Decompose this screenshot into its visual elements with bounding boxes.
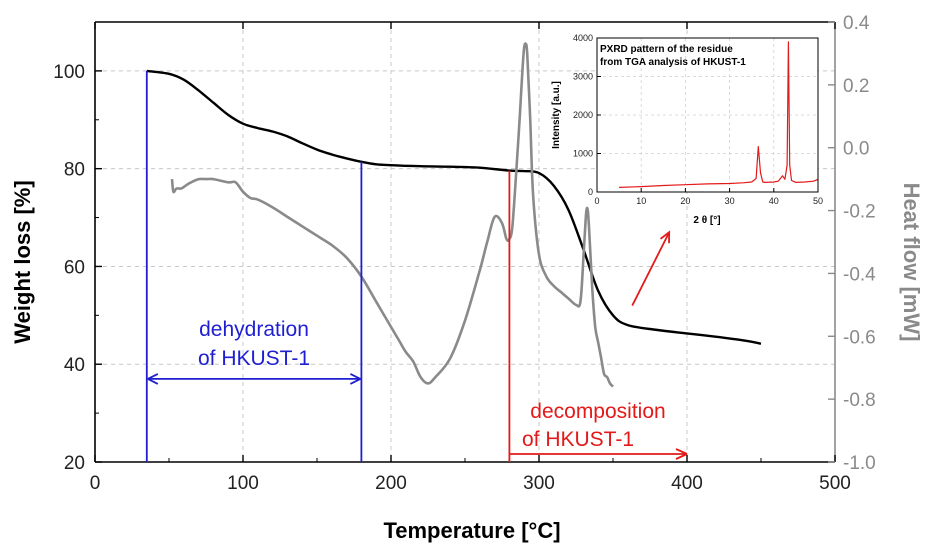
- decomposition-arrowhead: [675, 448, 688, 460]
- y-axis-right-title: Heat flow [mW]: [899, 183, 924, 342]
- x-tick-label: 200: [375, 473, 407, 494]
- x-tick-label: 300: [523, 473, 555, 494]
- inset-x-tick-label: 50: [813, 196, 823, 206]
- dehydration-label-line1: dehydration: [199, 318, 309, 341]
- y-right-tick-label: -0.2: [843, 202, 876, 223]
- y-right-tick-label: 0.4: [843, 13, 870, 34]
- y-right-tick-label: -0.6: [843, 327, 876, 348]
- weight-loss-line: [146, 69, 762, 345]
- dehydration-arrowhead-right: [349, 373, 361, 385]
- x-tick-label: 500: [819, 473, 851, 494]
- inset-x-axis-title: 2 θ [°]: [693, 215, 720, 226]
- dehydration-arrowhead-left: [147, 373, 159, 385]
- inset-axis-ticks: 0 10 20 30 40 50 0 1000 2000 3000 4000: [573, 33, 823, 206]
- decomposition-label-line1: decomposition: [530, 400, 665, 423]
- pxrd-pattern-line: [619, 41, 819, 188]
- y-left-tick-label: 100: [53, 62, 85, 83]
- inset-y-tick-label: 4000: [573, 33, 593, 43]
- y-left-tick-label: 80: [64, 160, 85, 181]
- inset-pointer-arrow: [631, 231, 671, 306]
- inset-grid: [597, 38, 818, 192]
- y-left-tick-label: 60: [64, 257, 85, 278]
- inset-x-tick-label: 30: [725, 196, 735, 206]
- inset-y-tick-label: 1000: [573, 149, 593, 159]
- y-axis-left-title: Weight loss [%]: [10, 180, 35, 343]
- x-axis-title: Temperature [°C]: [383, 518, 560, 543]
- inset-y-tick-label: 3000: [573, 72, 593, 82]
- x-tick-label: 400: [671, 473, 703, 494]
- inset-y-tick-label: 2000: [573, 110, 593, 120]
- inset-title-line2: from TGA analysis of HKUST-1: [600, 57, 746, 68]
- pxrd-inset: 0 10 20 30 40 50 0 1000 2000 3000 4000 PXRD patter…: [551, 33, 823, 226]
- dehydration-label-line2: of HKUST-1: [198, 347, 310, 370]
- heat-flow-line: [170, 42, 614, 388]
- inset-pointer-arrowhead: [659, 230, 671, 244]
- series-layer: [146, 42, 762, 388]
- y-left-tick-label: 20: [64, 453, 85, 474]
- inset-x-tick-label: 0: [594, 196, 599, 206]
- y-left-tick-label: 40: [64, 355, 85, 376]
- y-right-tick-label: 0.0: [843, 139, 869, 160]
- axis-ticks: 0 100 200 300 400 500204060801000.40.20.0-0.2…: [53, 13, 876, 494]
- decomposition-label-line2: of HKUST-1: [522, 428, 634, 451]
- y-right-tick-label: 0.2: [843, 76, 869, 97]
- inset-x-tick-label: 20: [680, 196, 690, 206]
- inset-x-tick-label: 40: [769, 196, 779, 206]
- x-tick-label: 0: [90, 473, 101, 494]
- inset-y-axis-title: Intensity [a.u.]: [551, 81, 562, 149]
- inset-x-tick-label: 10: [636, 196, 646, 206]
- annotations-layer: dehydration of HKUST-1 decomposition of …: [145, 70, 688, 462]
- x-tick-label: 100: [227, 473, 259, 494]
- y-right-tick-label: -0.8: [843, 390, 876, 411]
- y-right-tick-label: -1.0: [843, 453, 876, 474]
- inset-series-layer: [619, 41, 819, 188]
- inset-title-line1: PXRD pattern of the residue: [600, 44, 733, 55]
- y-right-tick-label: -0.4: [843, 264, 876, 285]
- inset-y-tick-label: 0: [588, 187, 593, 197]
